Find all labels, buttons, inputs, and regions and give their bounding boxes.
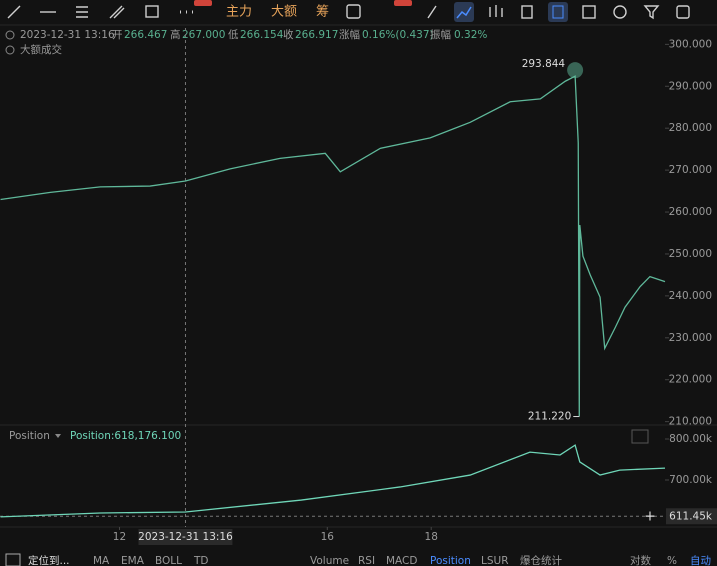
- tool-icon: [552, 5, 564, 19]
- info-key: 高: [170, 28, 181, 41]
- expand-icon[interactable]: [631, 429, 649, 444]
- crosshair-box: [138, 529, 233, 545]
- y-tick-label: 250.000: [669, 248, 712, 260]
- current-label: 611.45k: [669, 510, 713, 522]
- tool-icon[interactable]: [427, 5, 437, 19]
- info-value: 0.16%(0.437): [362, 29, 434, 41]
- channel-tool[interactable]: [76, 6, 88, 18]
- sub-indicator[interactable]: RSI: [358, 555, 375, 566]
- tool-icon[interactable]: [521, 5, 533, 19]
- indicator[interactable]: TD: [193, 555, 209, 566]
- x-tick-label: 12: [113, 531, 126, 543]
- overlay-toggle[interactable]: [5, 45, 15, 55]
- sub-indicator[interactable]: 爆仓统计: [520, 554, 562, 566]
- filter-icon[interactable]: [643, 5, 660, 20]
- calendar-icon[interactable]: [5, 553, 21, 566]
- info-bar: 2023-12-31 13:16 开 266.467 高 267.000 低 2…: [5, 28, 487, 56]
- max-label: 293.844: [522, 58, 566, 70]
- sub-indicator[interactable]: LSUR: [481, 555, 509, 566]
- max-marker: [567, 62, 584, 79]
- tool-text[interactable]: 大额: [271, 5, 297, 20]
- indicator[interactable]: EMA: [121, 555, 145, 566]
- tool-active[interactable]: [454, 2, 474, 22]
- new-badge: [194, 0, 212, 6]
- toolbar: 主力 大额 筹: [7, 0, 690, 22]
- overlay-label: 大额成交: [20, 43, 62, 56]
- y-tick-label: 800.00k: [669, 433, 713, 445]
- info-value: 0.32%: [454, 29, 487, 41]
- plus-icon: +: [644, 508, 656, 524]
- price-line: [0, 444, 666, 518]
- sub-indicator[interactable]: Volume: [310, 555, 349, 566]
- indicator[interactable]: MA: [93, 555, 110, 566]
- x-tick-label: 18: [425, 531, 438, 543]
- sub-indicator-active[interactable]: Position: [430, 555, 471, 566]
- locate-button[interactable]: 定位到...: [28, 554, 70, 566]
- tool-icon[interactable]: [489, 5, 503, 17]
- parallel-tool[interactable]: [109, 5, 125, 19]
- tool-icon[interactable]: [613, 5, 627, 19]
- info-value: 266.154: [240, 29, 284, 41]
- y-tick-label: 280.000: [669, 122, 712, 134]
- info-key: 收: [283, 28, 294, 41]
- info-value: 266.917: [295, 29, 338, 41]
- info-key: 开: [112, 29, 123, 41]
- panel-title: Position: [9, 430, 50, 442]
- tool-text[interactable]: 筹: [316, 4, 329, 20]
- y-tick-label: 270.000: [669, 164, 712, 176]
- y-tick-label: 210.000: [669, 416, 712, 428]
- min-label: 211.220: [528, 411, 571, 423]
- tool-icon[interactable]: [676, 5, 690, 19]
- tool-active[interactable]: [548, 2, 568, 22]
- new-badge: [394, 0, 412, 6]
- info-key: 涨幅: [339, 28, 360, 41]
- info-time: 2023-12-31 13:16: [20, 29, 115, 41]
- y-tick-label: 220.000: [669, 374, 712, 386]
- crosshair-label: 2023-12-31 13:16: [138, 531, 233, 543]
- info-key: 低: [228, 28, 239, 41]
- y-tick-label: 260.000: [669, 206, 712, 218]
- tool-icon[interactable]: [582, 5, 596, 19]
- rect-tool[interactable]: [145, 5, 159, 18]
- y-tick-label: 240.000: [669, 290, 712, 302]
- current-box: [666, 508, 717, 525]
- scale-option[interactable]: 自动: [690, 554, 711, 566]
- info-value: 267.000: [182, 29, 225, 41]
- info-key: 振幅: [430, 28, 451, 41]
- tool-text[interactable]: 主力: [226, 5, 252, 20]
- indicator[interactable]: BOLL: [155, 555, 182, 566]
- y-tick-label: 230.000: [669, 332, 712, 344]
- tool-icon[interactable]: [346, 4, 361, 19]
- panel-readout: Position:618,176.100: [70, 430, 181, 442]
- y-tick-label: 300.000: [669, 38, 712, 50]
- tool-icon: [456, 6, 472, 19]
- trend-tool[interactable]: [7, 5, 21, 19]
- info-toggle[interactable]: [5, 30, 15, 40]
- price-line: [0, 75, 666, 417]
- y-tick-label: 290.000: [669, 80, 712, 92]
- info-value: 266.467: [124, 29, 167, 41]
- scale-option[interactable]: %: [667, 555, 677, 566]
- x-tick-label: 16: [321, 531, 335, 543]
- sub-indicator[interactable]: MACD: [386, 555, 417, 566]
- y-tick-label: 700.00k: [669, 474, 713, 486]
- dropdown-icon[interactable]: [55, 434, 61, 438]
- bottom-bar: 定位到... MA EMA BOLL TD Volume RSI MACD Po…: [5, 553, 711, 566]
- scale-option[interactable]: 对数: [630, 554, 651, 566]
